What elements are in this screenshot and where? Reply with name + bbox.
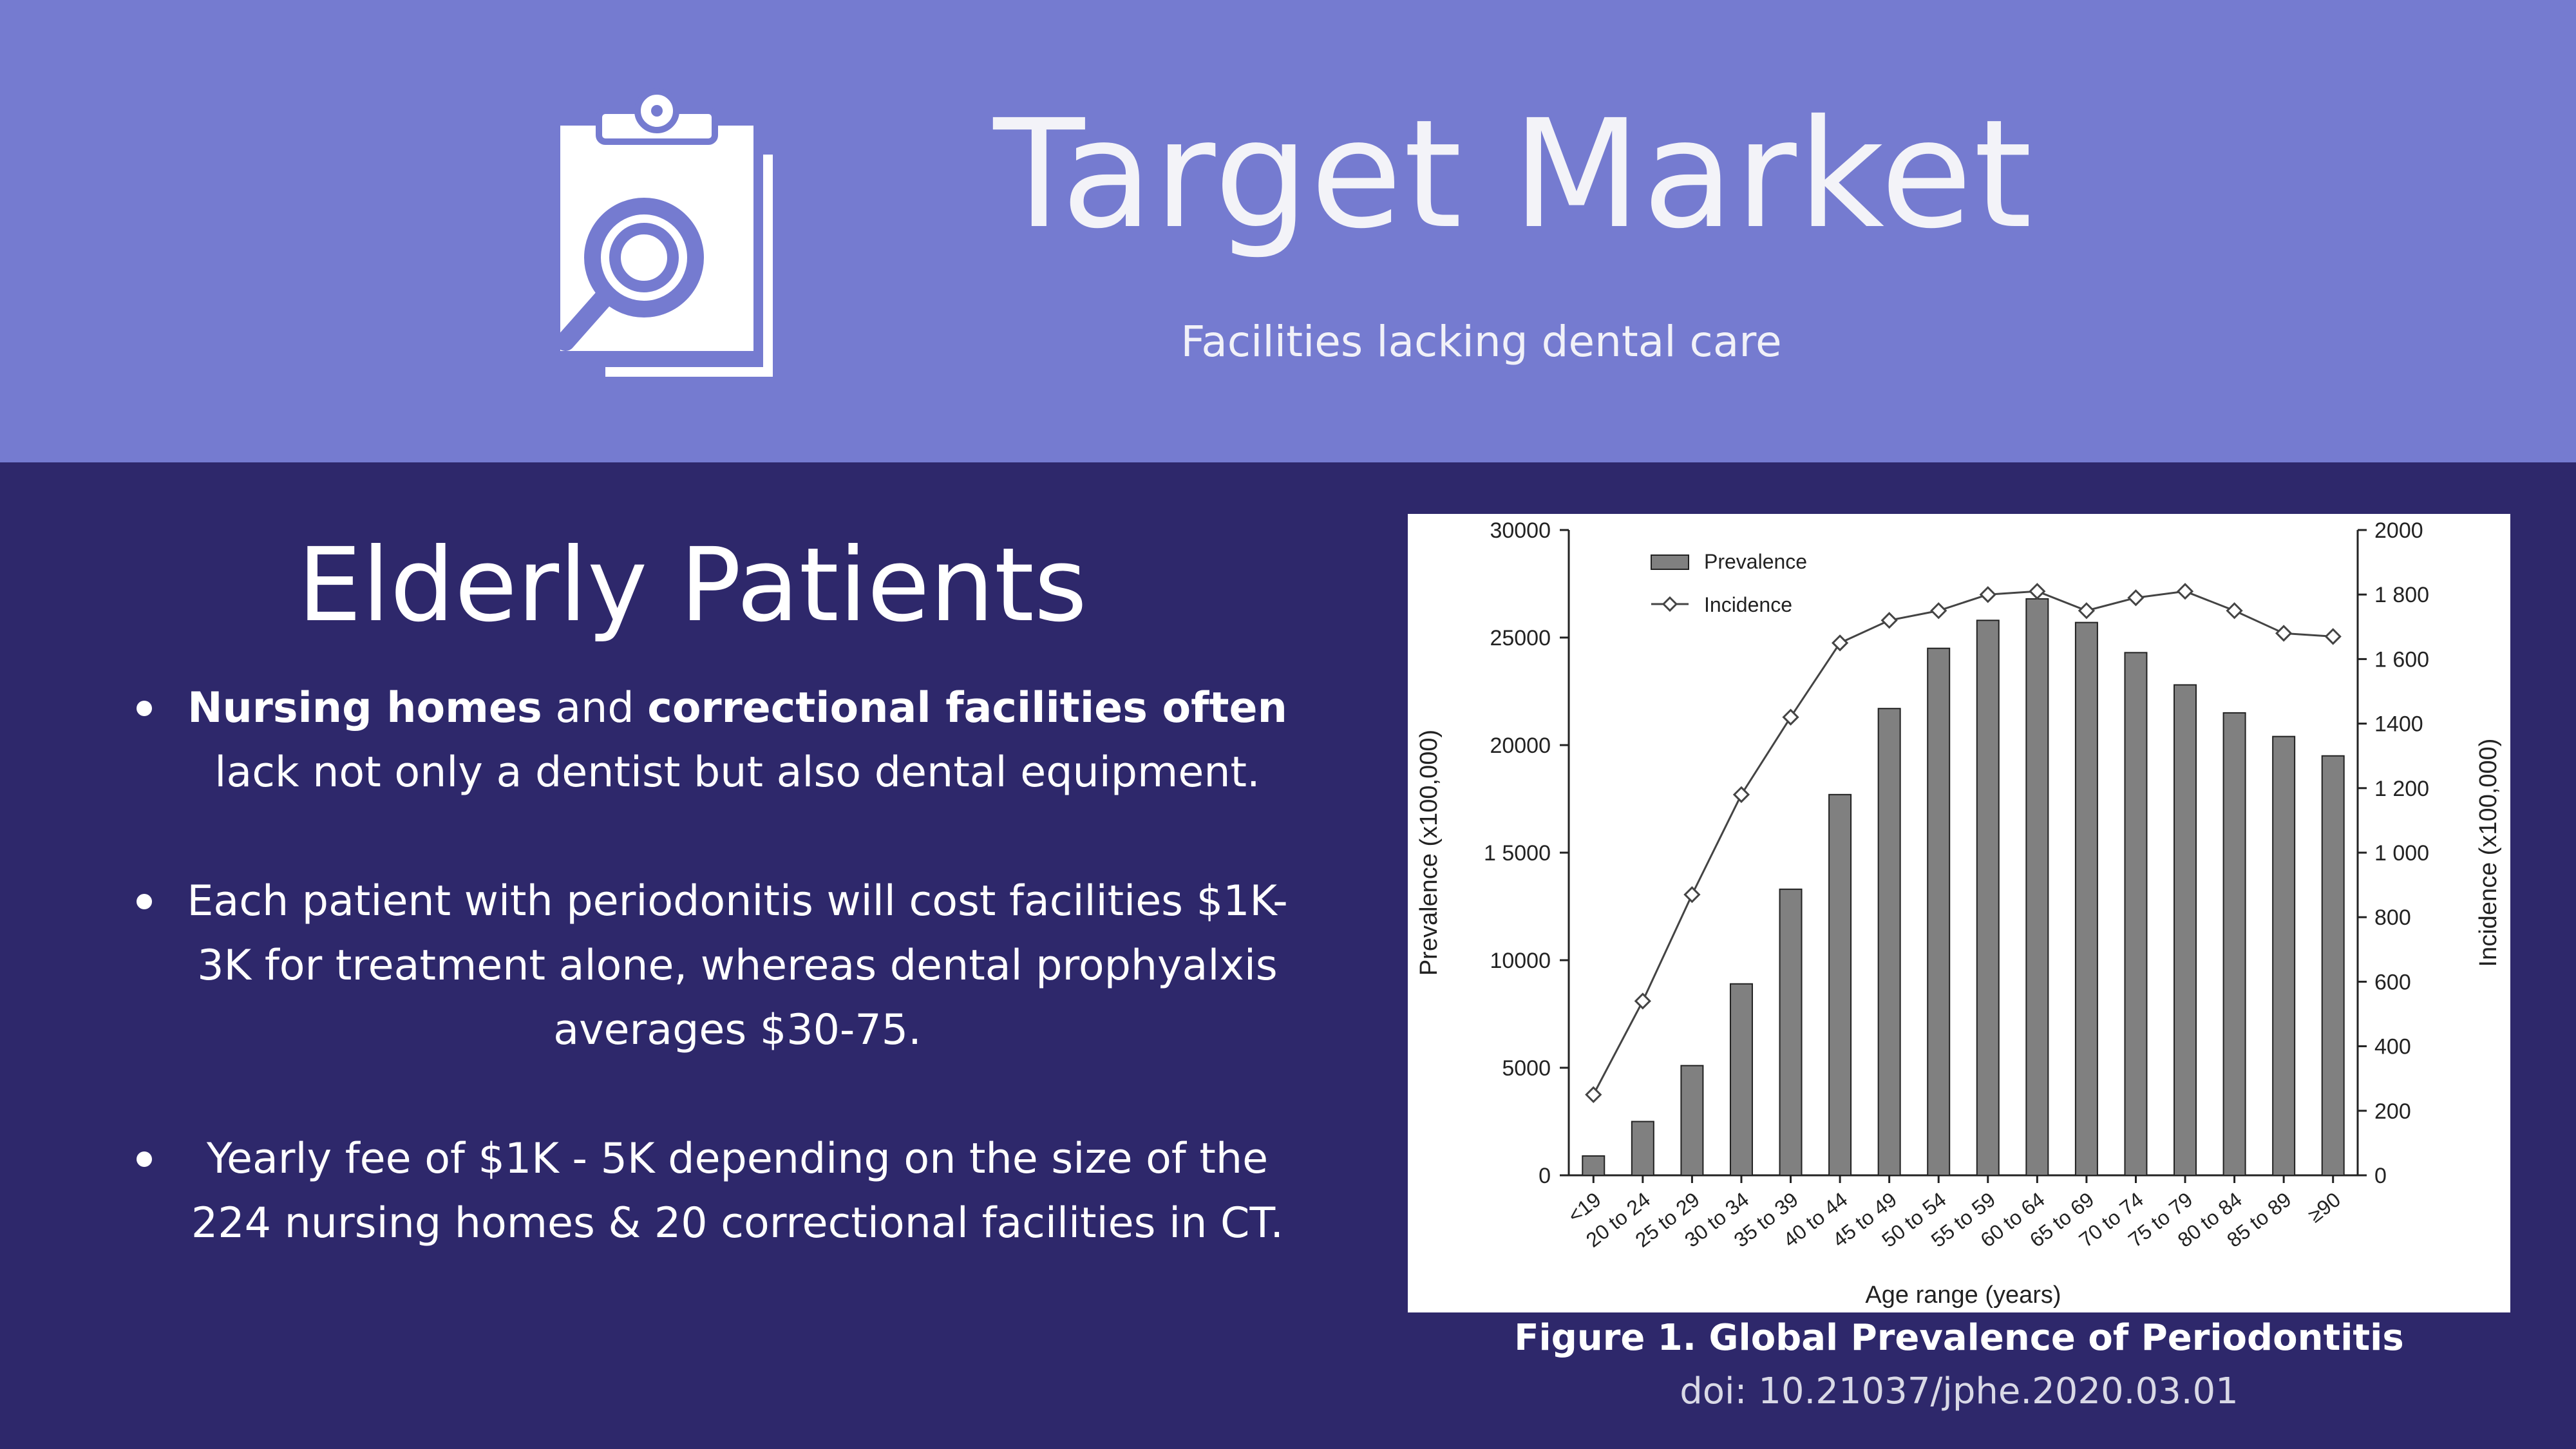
legend-label: Prevalence: [1704, 550, 1807, 573]
y2-tick-label: 1 800: [2374, 583, 2429, 607]
incidence-point: [1930, 602, 1947, 620]
y2-tick-label: 0: [2374, 1164, 2387, 1188]
incidence-point: [1585, 1086, 1602, 1103]
bullet-treatment-cost: Each patient with periodonitis will cost…: [122, 869, 1307, 1063]
section-title: Elderly Patients: [297, 526, 1088, 645]
page-title: Target Market: [993, 88, 2034, 261]
bar: [1927, 647, 1951, 1176]
page-subtitle: Facilities lacking dental care: [1180, 317, 1782, 366]
y-tick-label: 30000: [1490, 518, 1551, 543]
bullet-highlight-nursing-homes: Nursing homes: [187, 684, 542, 732]
incidence-point: [2029, 583, 2046, 600]
y2-tick-label: 1 200: [2374, 777, 2429, 801]
x-tick-label: ≥90: [2304, 1188, 2345, 1227]
incidence-point: [1732, 786, 1750, 803]
bar: [1729, 983, 1753, 1176]
y-tick-label: 0: [1539, 1164, 1551, 1188]
bullet-list: Nursing homes and correctional facilitie…: [122, 676, 1307, 1256]
bar: [2272, 735, 2296, 1176]
bar: [1680, 1065, 1704, 1176]
y2-tick-label: 400: [2374, 1035, 2411, 1059]
y-tick-label: 1 5000: [1484, 841, 1551, 866]
header-banner: Target Market Facilities lacking dental …: [0, 0, 2576, 462]
y-axis-label: Prevalence (x100,000): [1416, 730, 1443, 976]
y2-tick-label: 1400: [2374, 712, 2423, 737]
y2-tick-label: 2000: [2374, 518, 2423, 543]
bullet-highlight-correctional: correctional facilities often: [647, 684, 1287, 732]
incidence-point: [1880, 612, 1898, 629]
bar: [1779, 888, 1803, 1177]
y2-tick-label: 1 000: [2374, 841, 2429, 866]
incidence-point: [2226, 602, 2243, 620]
y2-tick-label: 800: [2374, 905, 2411, 930]
y2-tick-label: 1 600: [2374, 647, 2429, 672]
bullet-yearly-fee: Yearly fee of $1K - 5K depending on the …: [122, 1127, 1307, 1256]
chart-figure: 0 5000 10000 1 5000 20000 25000 30000 0 200 400 60…: [1408, 514, 2510, 1312]
incidence-point: [2127, 589, 2145, 607]
bullet-text: Each patient with periodonitis will cost…: [187, 877, 1288, 1054]
bar: [1828, 793, 1852, 1176]
incidence-point: [1979, 586, 1996, 603]
incidence-point: [1683, 886, 1701, 904]
y2-axis-label: Incidence (x100,000): [2475, 739, 2502, 967]
clipboard-search-icon: [560, 88, 773, 377]
incidence-point: [2176, 583, 2194, 600]
bullet-dot: [137, 894, 152, 909]
x-axis-label: Age range (years): [1865, 1282, 2061, 1309]
bullet-text: Yearly fee of $1K - 5K depending on the …: [191, 1135, 1284, 1247]
incidence-point: [2275, 625, 2293, 642]
bullet-text: lack not only a dentist but also dental …: [214, 748, 1260, 797]
incidence-point: [1634, 992, 1651, 1010]
figure-doi: doi: 10.21037/jphe.2020.03.01: [1680, 1370, 2239, 1412]
incidence-point: [2324, 628, 2342, 645]
figure-caption: Figure 1. Global Prevalence of Periodont…: [1514, 1317, 2404, 1359]
bar: [2124, 652, 2148, 1176]
incidence-line: [1592, 590, 2333, 1095]
y-tick-label: 20000: [1490, 734, 1551, 758]
y-tick-label: 5000: [1502, 1056, 1551, 1081]
bar: [2321, 755, 2345, 1176]
bullet-nursing-homes: Nursing homes and correctional facilitie…: [122, 676, 1307, 805]
y2-tick-label: 200: [2374, 1099, 2411, 1124]
bar: [1582, 1155, 1605, 1177]
incidence-point: [2078, 602, 2096, 620]
y-tick-label: 10000: [1490, 949, 1551, 973]
y2-tick-label: 600: [2374, 970, 2411, 994]
y-tick-label: 25000: [1490, 626, 1551, 650]
bar: [2025, 598, 2049, 1176]
bullet-dot: [137, 701, 152, 716]
bar: [2074, 621, 2098, 1176]
bar: [1631, 1121, 1654, 1176]
bar: [1976, 620, 2000, 1176]
legend-label: Incidence: [1704, 593, 1792, 616]
legend-point-swatch: [1662, 596, 1678, 612]
prevalence-incidence-chart: 0 5000 10000 1 5000 20000 25000 30000 0 200 400 60…: [1416, 518, 2502, 1309]
bullet-text: and: [542, 684, 648, 732]
legend-bar-swatch: [1651, 554, 1689, 570]
bar: [2222, 712, 2246, 1176]
incidence-point: [1782, 708, 1799, 726]
bullet-dot: [137, 1151, 152, 1167]
incidence-point: [1831, 634, 1849, 652]
bar: [1877, 708, 1901, 1177]
bar: [2174, 684, 2197, 1177]
